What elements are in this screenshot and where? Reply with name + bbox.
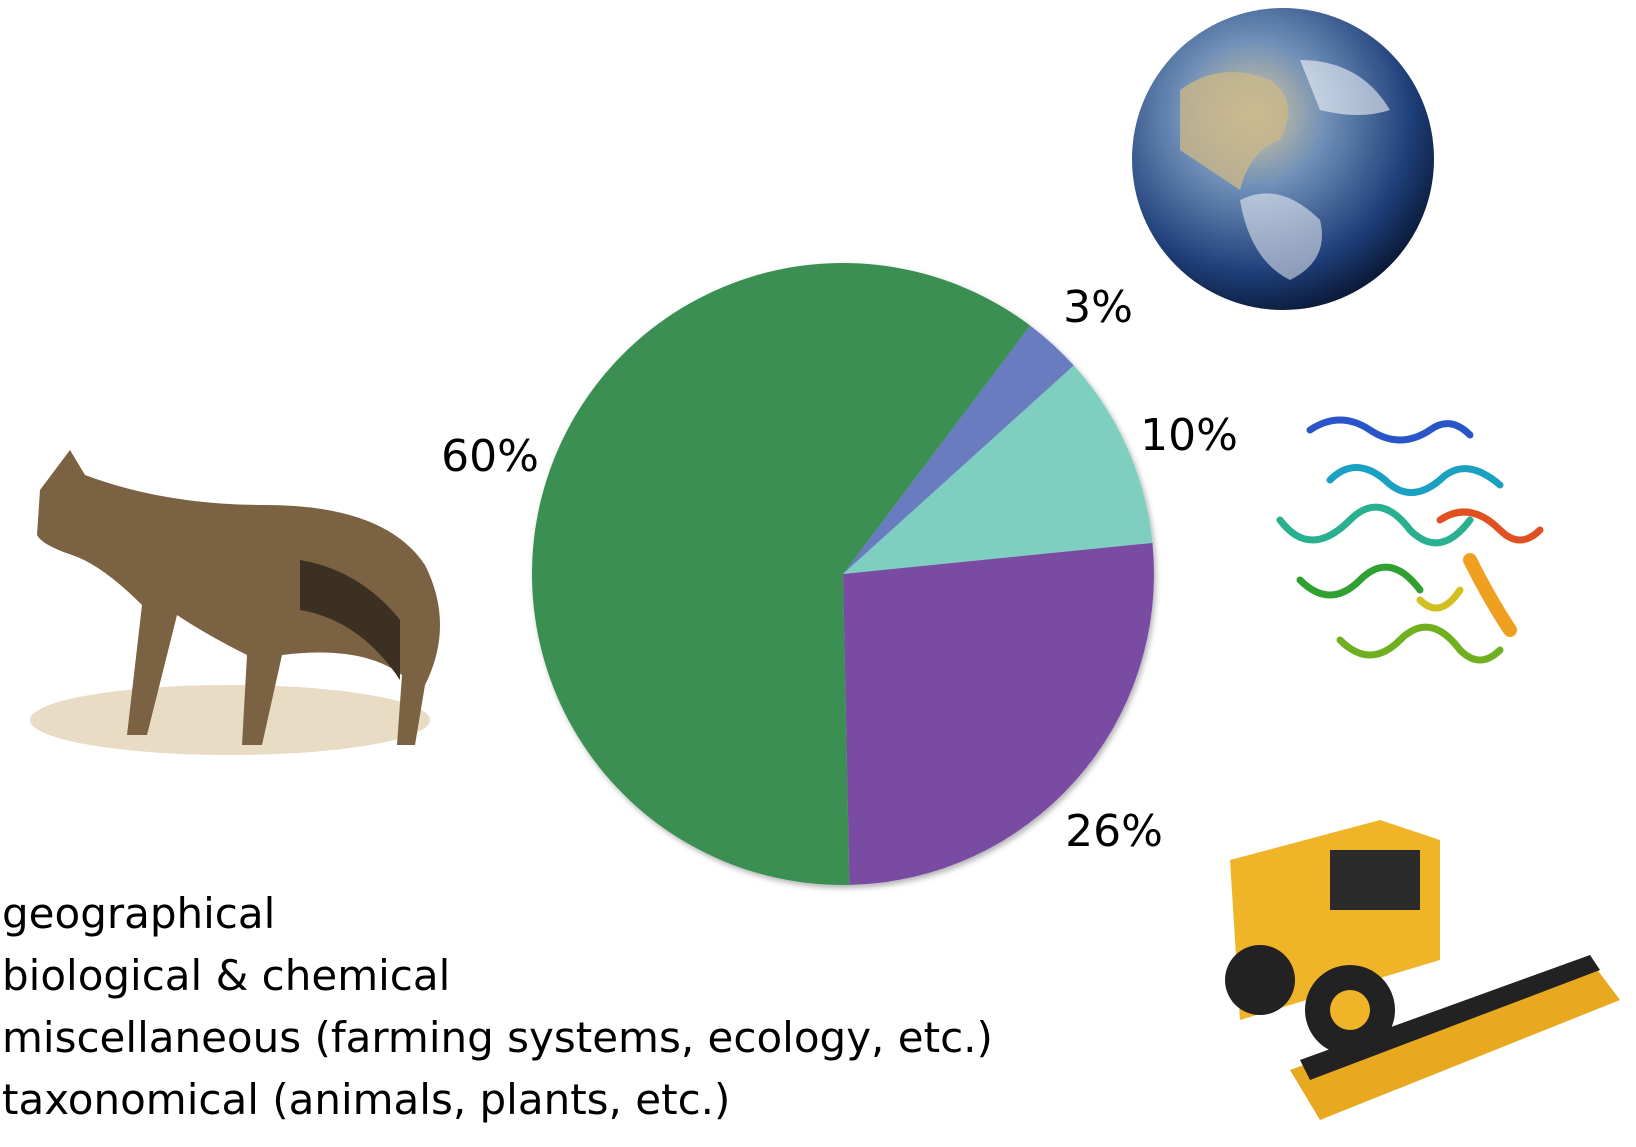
- legend-entry: geographical: [2, 889, 275, 938]
- pie-slice: [843, 365, 1153, 574]
- value-label: 26%: [1065, 806, 1163, 857]
- legend-entry: miscellaneous (farming systems, ecology,…: [2, 1013, 993, 1062]
- pie-slice: [843, 325, 1074, 574]
- value-label: 60%: [441, 431, 539, 482]
- harvester-image: [1225, 820, 1620, 1120]
- labels: 3% 10% 26% 60%: [441, 282, 1238, 857]
- legend-entry: biological & chemical: [2, 951, 450, 1000]
- wolf-image: [30, 450, 440, 755]
- value-label: 10%: [1140, 410, 1238, 461]
- legend-entry: taxonomical (animals, plants, etc.): [2, 1075, 730, 1124]
- pie: [532, 262, 1154, 886]
- pie-slice: [843, 542, 1154, 885]
- value-label: 3%: [1063, 282, 1133, 333]
- pie-slice: [532, 262, 1031, 886]
- protein-image: [1276, 416, 1544, 664]
- earth-image: [1132, 8, 1434, 310]
- legend: geographical biological & chemical miscell…: [2, 889, 993, 1124]
